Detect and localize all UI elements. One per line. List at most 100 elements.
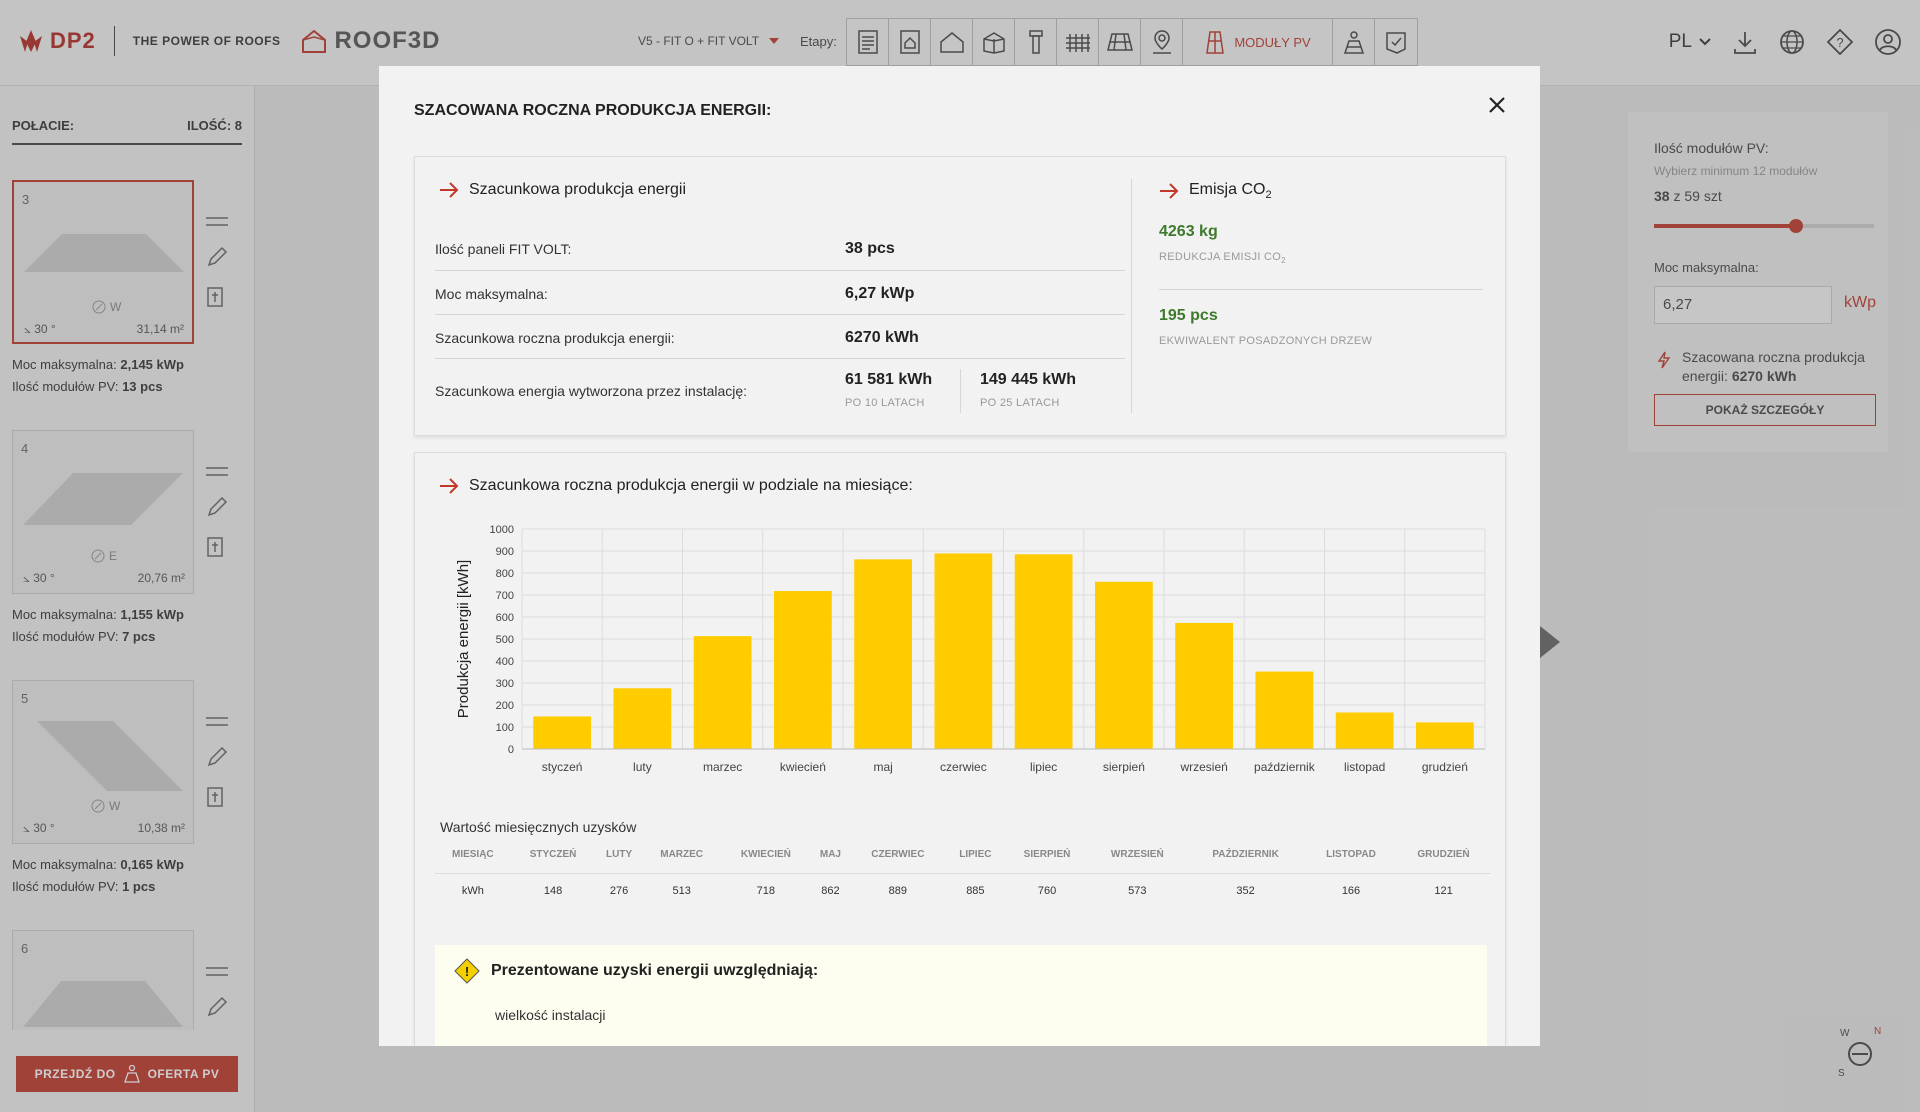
roof-card-4[interactable]: 4 E ⦣ 30 ° 20,76 m² [12,430,194,594]
modules-slider[interactable] [1654,219,1874,233]
location-pin-icon [1152,30,1171,54]
show-details-button[interactable]: POKAŻ SZCZEGÓŁY [1654,394,1876,426]
stage-document[interactable] [847,19,889,65]
svg-text:W: W [1840,1028,1850,1039]
roof-4-info: Moc maksymalna: 1,155 kWp Ilość modułów … [12,607,184,644]
lifetime-10y-value: 61 581 kWh [845,371,933,388]
dp2-logo-icon [20,30,42,52]
house-document-icon [899,30,920,54]
roof-outline-icon [939,32,964,53]
roof-card-3-tools [206,216,228,308]
roof-card-5-tools [206,716,228,808]
x-tick-label: grudzień [1422,760,1468,774]
bar-lipiec [1014,554,1073,749]
y-tick-label: 300 [496,678,514,690]
edit-pencil-icon[interactable] [206,246,228,268]
edit-pencil-icon[interactable] [206,746,228,768]
app-name: ROOF3D [334,27,441,54]
stage-chimney[interactable] [1015,19,1057,65]
energy-icon [1657,351,1671,369]
go-to-pv-offer-button[interactable]: PRZEJDŹ DO OFERTA PV [16,1056,238,1092]
x-tick-label: kwiecień [780,760,826,774]
download-icon[interactable] [1732,29,1758,55]
table-cell: 718 [756,885,776,898]
globe-icon[interactable] [1778,28,1806,56]
measure-icon[interactable] [206,786,224,808]
roof-card-6-tools [206,966,228,1018]
compass-icon [91,799,105,813]
variant-dropdown[interactable]: V5 - FIT O + FIT VOLT [638,34,780,48]
y-tick-label: 500 [496,634,514,646]
stage-cube-roof[interactable] [973,19,1015,65]
roof-grid-icon [1106,33,1133,51]
drag-handle-icon[interactable] [206,716,228,728]
chevron-down-icon [1699,38,1711,46]
bar-maj [854,559,913,749]
roof-angle: ⦣ 30 ° [24,322,56,336]
stage-location[interactable] [1141,19,1183,65]
y-tick-label: 900 [496,546,514,558]
energy-summary-box: Szacunkowa produkcja energii Ilość panel… [414,156,1506,436]
roof-number: 5 [21,691,29,706]
roof-plane-count: ILOŚĆ: 8 [187,118,242,133]
energy-section-title: Szacunkowa produkcja energii [439,181,686,199]
modules-hint: Wybierz minimum 12 modułów [1654,164,1818,178]
user-account-icon[interactable] [1874,28,1902,56]
bar-grudzień [1415,722,1474,749]
stage-checklist[interactable] [1375,19,1417,65]
stage-installer[interactable] [1333,19,1375,65]
table-header-cell: STYCZEŃ [510,837,596,874]
slider-knob[interactable] [1788,219,1803,233]
table-cell: 889 [888,885,908,898]
svg-text:!: ! [465,964,469,979]
panel-arrow-icon[interactable] [1540,626,1560,658]
stage-roof-grid[interactable] [1099,19,1141,65]
document-icon [857,30,878,54]
estimate-info: Szacowana roczna produkcja energii: 6270… [1654,348,1884,386]
lifetime-25y-value: 149 445 kWh [980,371,1077,388]
co2-section-title: Emisja CO2 [1159,181,1272,201]
logo[interactable]: DP2 THE POWER OF ROOFS ROOF3D [16,26,440,56]
compass-icon[interactable]: W N S [1830,1020,1890,1080]
variant-label: V5 - FIT O + FIT VOLT [638,34,760,48]
measure-icon[interactable] [206,536,224,558]
monthly-production-chart: 0 100 200 300 400 500 600 700 800 900 1000 styczeń l… [455,524,1486,774]
svg-text:S: S [1838,1068,1845,1079]
edit-pencil-icon[interactable] [206,496,228,518]
lifetime-10y-caption: PO 10 LATACH [845,397,925,409]
stage-house-document[interactable] [889,19,931,65]
monthly-production-box: Szacunkowa roczna produkcja energii w po… [414,452,1506,1046]
edit-pencil-icon[interactable] [206,996,228,1018]
roof-card-3[interactable]: 3 W ⦣ 30 ° 31,14 m² [12,180,194,344]
table-header-cell: MAJ [811,837,850,874]
roof-shape-rhombus [37,721,183,791]
language-selector[interactable]: PL [1669,31,1712,53]
warning-icon: ! [454,958,480,984]
drag-handle-icon[interactable] [206,216,228,228]
help-icon[interactable]: ? [1826,28,1854,56]
roof-card-6[interactable]: 6 [12,930,194,1030]
go-button-prefix: PRZEJDŹ DO [34,1067,116,1081]
stage-roof-outline[interactable] [931,19,973,65]
y-tick-label: 200 [496,700,514,712]
bar-sierpień [1094,581,1153,749]
note-item: wielkość instalacji [495,1007,606,1023]
stage-pv-modules[interactable]: MODUŁY PV [1183,19,1333,65]
energy-row-annual: Szacunkowa roczna produkcja energii: 627… [435,315,1125,359]
table-cell: 862 [821,885,840,898]
y-tick-label: 800 [496,568,514,580]
roof-card-5[interactable]: 5 W ⦣ 30 ° 10,38 m² [12,680,194,844]
measure-icon[interactable] [206,286,224,308]
roof-shape-parallelogram [23,473,183,525]
drag-handle-icon[interactable] [206,466,228,478]
roof3d-house-icon [302,29,327,53]
table-cell: 352 [1236,885,1255,898]
drag-handle-icon[interactable] [206,966,228,978]
stage-roof-tiles[interactable] [1057,19,1099,65]
x-tick-label: listopad [1344,760,1385,774]
x-tick-label: czerwiec [940,760,987,774]
power-input[interactable]: 6,27 [1654,286,1832,324]
close-icon[interactable] [1486,94,1508,116]
monthly-table: MIESIĄC STYCZEŃ LUTY MARZEC KWIECIEŃ MAJ CZERW… [435,837,1491,909]
table-cell: 760 [1037,885,1057,898]
